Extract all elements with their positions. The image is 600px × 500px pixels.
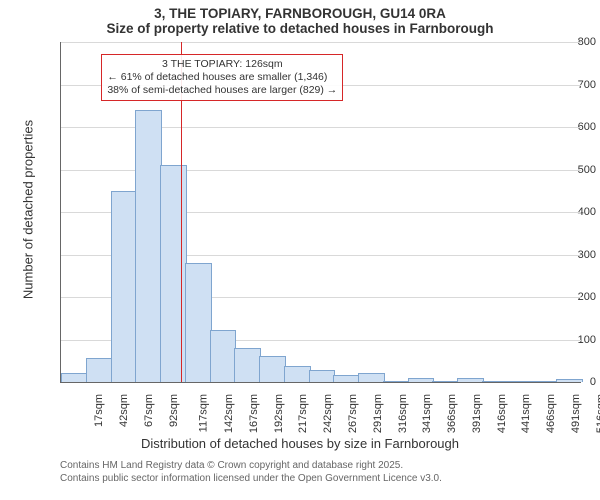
x-tick-label: 491sqm <box>570 394 582 433</box>
histogram-bar <box>160 165 187 382</box>
footer-attribution: Contains HM Land Registry data © Crown c… <box>60 460 442 485</box>
histogram-bar <box>457 378 484 382</box>
x-tick-label: 192sqm <box>273 394 285 433</box>
annotation-line1: 3 THE TOPIARY: 126sqm <box>107 58 337 71</box>
histogram-bar <box>234 348 261 382</box>
histogram-bar <box>86 358 113 382</box>
x-tick-label: 142sqm <box>223 394 235 433</box>
histogram-bar <box>482 381 509 382</box>
chart-container: 3, THE TOPIARY, FARNBOROUGH, GU14 0RA Si… <box>0 0 600 500</box>
histogram-bar <box>333 375 360 382</box>
histogram-bar <box>284 366 311 382</box>
histogram-bar <box>309 370 336 382</box>
x-tick-label: 217sqm <box>298 394 310 433</box>
x-tick-label: 341sqm <box>421 394 433 433</box>
x-tick-label: 416sqm <box>496 394 508 433</box>
footer-line2: Contains public sector information licen… <box>60 473 442 486</box>
x-tick-label: 42sqm <box>118 394 130 427</box>
histogram-bar <box>358 373 385 382</box>
histogram-bar <box>210 330 237 382</box>
histogram-bar <box>259 356 286 383</box>
histogram-bar <box>556 379 583 382</box>
chart-title-line1: 3, THE TOPIARY, FARNBOROUGH, GU14 0RA <box>0 0 600 21</box>
x-tick-label: 17sqm <box>93 394 105 427</box>
annotation-line2: ← 61% of detached houses are smaller (1,… <box>107 71 337 84</box>
x-tick-label: 516sqm <box>595 394 600 433</box>
histogram-bar <box>432 381 459 382</box>
x-tick-label: 466sqm <box>545 394 557 433</box>
footer-line1: Contains HM Land Registry data © Crown c… <box>60 460 442 473</box>
chart-title-line2: Size of property relative to detached ho… <box>0 21 600 40</box>
x-axis-label: Distribution of detached houses by size … <box>141 436 459 451</box>
x-tick-label: 167sqm <box>248 394 260 433</box>
histogram-bar <box>507 381 534 382</box>
histogram-bar <box>185 263 212 382</box>
histogram-bar <box>111 191 138 382</box>
x-tick-label: 117sqm <box>198 394 210 432</box>
plot-area: 3 THE TOPIARY: 126sqm ← 61% of detached … <box>60 42 581 383</box>
histogram-bar <box>531 381 558 382</box>
histogram-bar <box>61 373 88 382</box>
x-tick-label: 316sqm <box>397 394 409 433</box>
x-tick-label: 441sqm <box>520 394 532 433</box>
x-tick-label: 391sqm <box>471 394 483 433</box>
histogram-bar <box>383 381 410 382</box>
annotation-box: 3 THE TOPIARY: 126sqm ← 61% of detached … <box>101 54 343 101</box>
annotation-line3: 38% of semi-detached houses are larger (… <box>107 84 337 97</box>
x-tick-label: 242sqm <box>322 394 334 433</box>
x-tick-label: 366sqm <box>446 394 458 433</box>
x-tick-label: 92sqm <box>168 394 180 427</box>
x-tick-label: 291sqm <box>372 394 384 433</box>
histogram-bar <box>408 378 435 382</box>
x-tick-label: 67sqm <box>143 394 155 427</box>
y-axis-label: Number of detached properties <box>21 110 36 310</box>
histogram-bar <box>135 110 162 382</box>
x-tick-label: 267sqm <box>347 394 359 433</box>
